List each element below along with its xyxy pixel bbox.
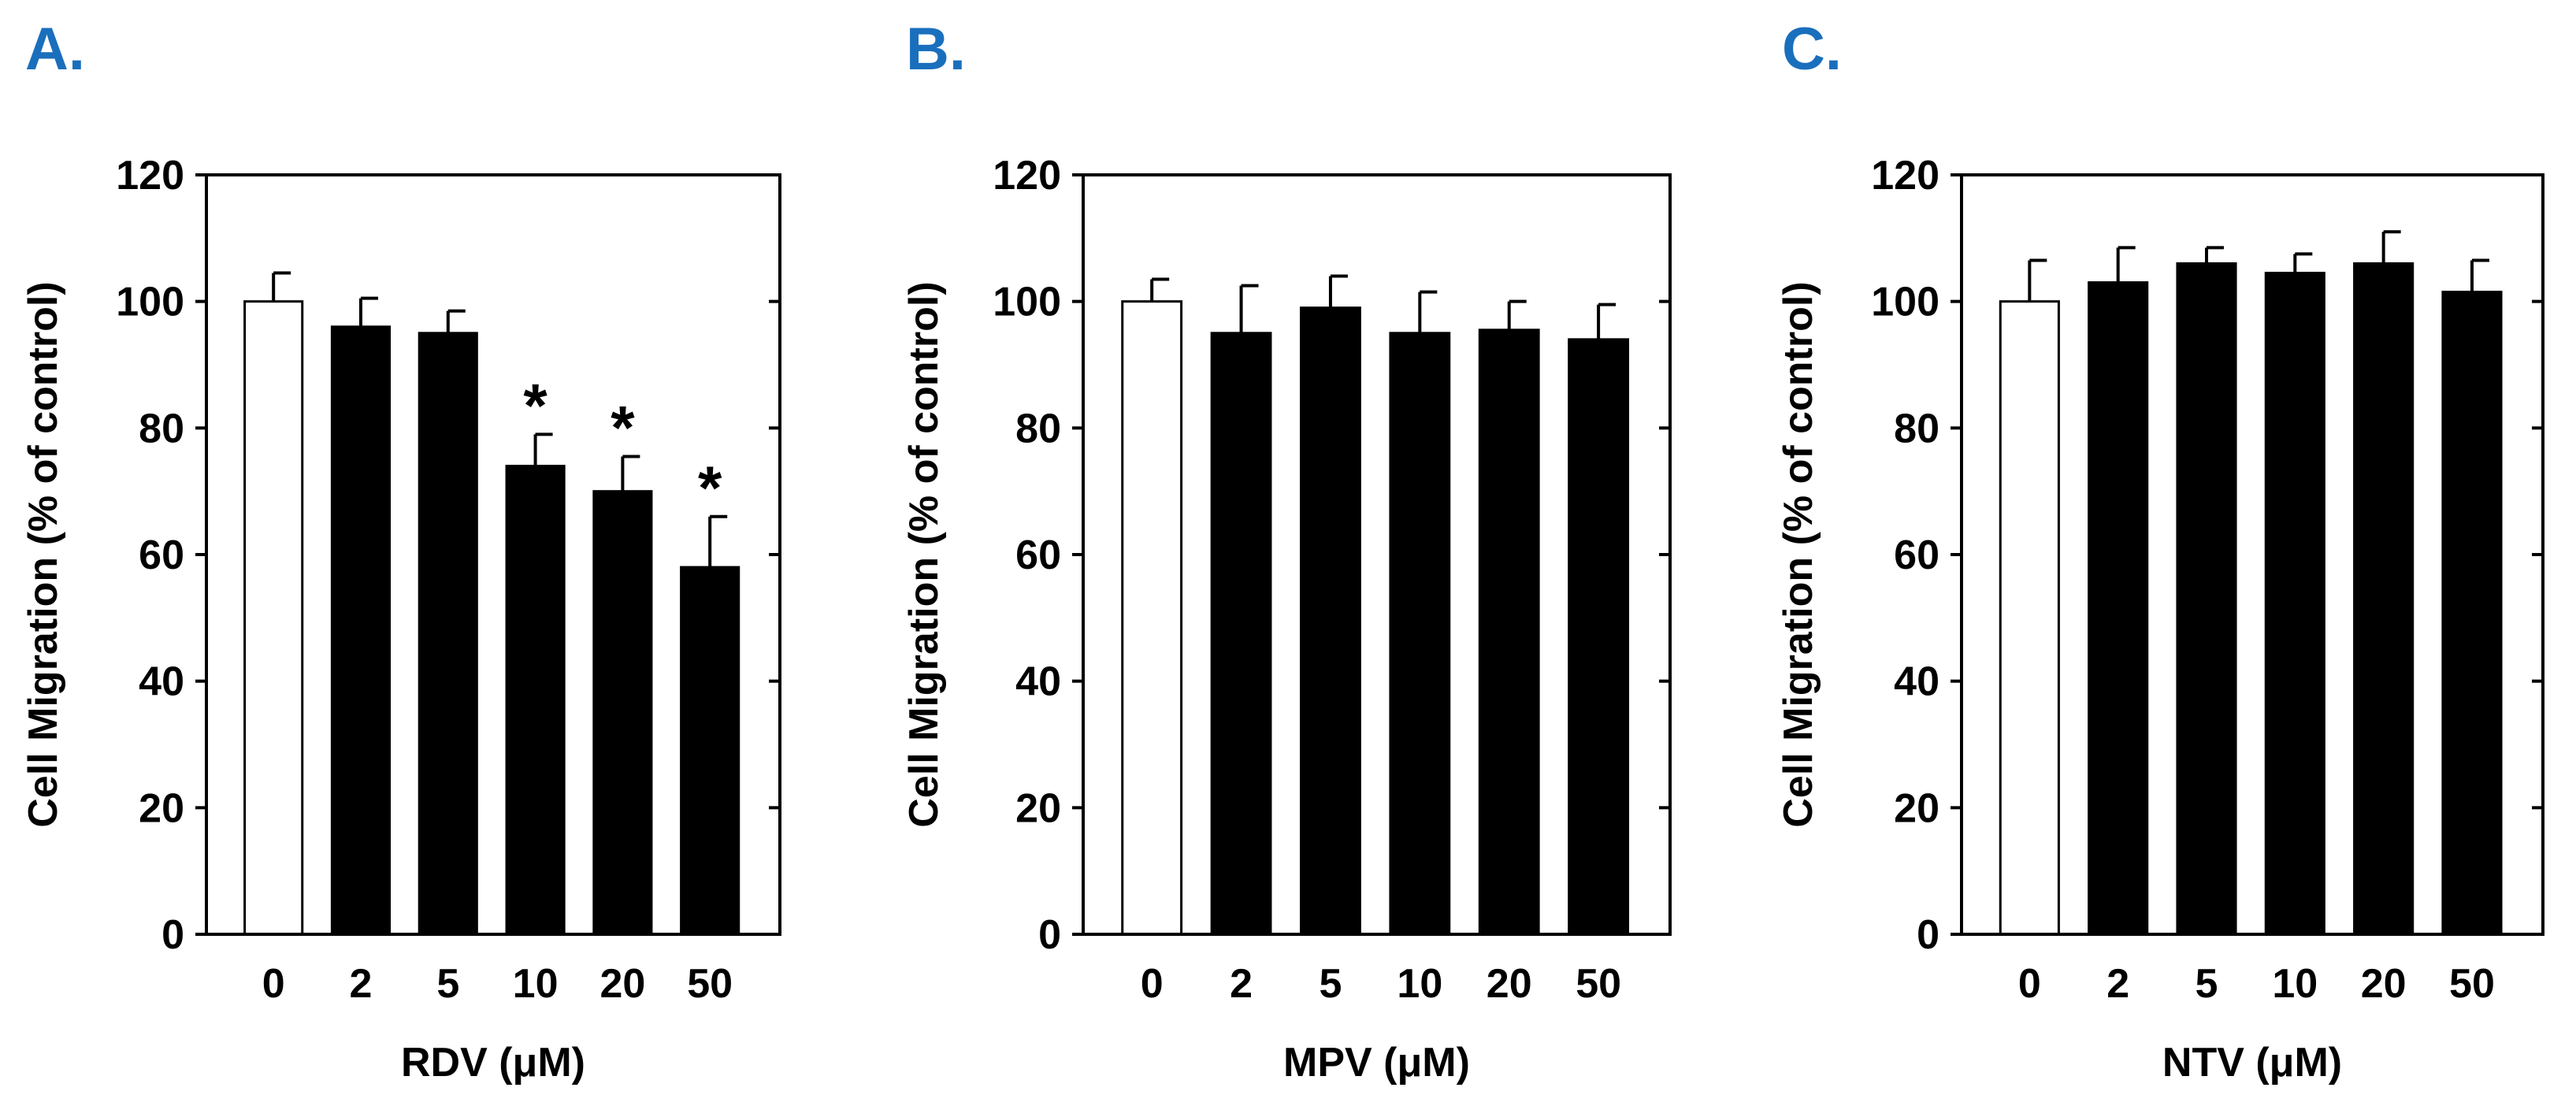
bar xyxy=(1300,306,1361,936)
y-tick-label: 0 xyxy=(161,912,184,958)
bar xyxy=(2088,281,2149,936)
x-tick-label: 2 xyxy=(2106,961,2129,1007)
chart-panel-0: A. 0 2 5 * 10 * 20 * 50 0 20 40 60 80 100 120 RDV (μM) Cel… xyxy=(20,16,781,1086)
bar xyxy=(1478,328,1540,936)
y-axis-title: Cell Migration (% of control) xyxy=(1776,281,1821,827)
y-tick-label: 20 xyxy=(1015,785,1061,831)
y-tick-label: 40 xyxy=(1894,659,1939,705)
x-tick-label: 10 xyxy=(1397,961,1442,1007)
chart-panel-1: B. 0 2 5 10 20 50 0 20 40 60 80 100 120 MPV (μM) Cell M… xyxy=(901,16,1672,1086)
bar xyxy=(2176,262,2237,936)
bar xyxy=(418,332,478,936)
panel-letter: B. xyxy=(906,16,966,83)
y-tick-label: 20 xyxy=(139,785,184,831)
y-tick-label: 100 xyxy=(1871,280,1939,325)
significance-star: * xyxy=(698,453,722,522)
x-axis-title: RDV (μM) xyxy=(401,1040,585,1086)
panel-letter: A. xyxy=(25,16,85,83)
x-tick-label: 5 xyxy=(1319,961,1342,1007)
x-tick-label: 10 xyxy=(513,961,559,1007)
y-tick-label: 120 xyxy=(993,153,1061,199)
y-tick-label: 60 xyxy=(139,533,184,578)
x-tick-label: 0 xyxy=(262,961,285,1007)
y-tick-label: 100 xyxy=(993,280,1061,325)
significance-star: * xyxy=(523,370,547,440)
chart-panel-2: C. 0 2 5 10 20 50 0 20 40 60 80 100 120 NTV (μM) Cell M… xyxy=(1776,16,2544,1086)
x-tick-label: 20 xyxy=(2361,961,2407,1007)
x-tick-label: 20 xyxy=(599,961,645,1007)
x-tick-label: 50 xyxy=(2449,961,2495,1007)
significance-star: * xyxy=(611,392,635,462)
y-tick-label: 0 xyxy=(1038,912,1061,958)
bar xyxy=(2441,291,2503,936)
bar xyxy=(1210,332,1272,936)
x-tick-label: 0 xyxy=(2018,961,2041,1007)
y-tick-label: 20 xyxy=(1894,785,1939,831)
x-axis-title: NTV (μM) xyxy=(2162,1040,2342,1086)
y-tick-label: 100 xyxy=(116,280,184,325)
x-axis-title: MPV (μM) xyxy=(1283,1040,1470,1086)
x-tick-label: 5 xyxy=(436,961,459,1007)
y-axis-title: Cell Migration (% of control) xyxy=(20,281,66,827)
x-tick-label: 2 xyxy=(1230,961,1253,1007)
y-tick-label: 40 xyxy=(139,659,184,705)
x-tick-label: 20 xyxy=(1487,961,1532,1007)
y-axis-title: Cell Migration (% of control) xyxy=(901,281,947,827)
bar xyxy=(243,300,304,936)
x-tick-label: 50 xyxy=(687,961,733,1007)
bar xyxy=(1568,338,1630,936)
bar xyxy=(680,566,741,936)
bar xyxy=(2353,262,2415,936)
panel-letter: C. xyxy=(1782,16,1842,83)
y-tick-label: 80 xyxy=(139,406,184,451)
y-tick-label: 80 xyxy=(1894,406,1939,451)
bar xyxy=(330,325,392,936)
y-tick-label: 120 xyxy=(1871,153,1939,199)
bar xyxy=(505,465,566,936)
x-tick-label: 10 xyxy=(2272,961,2318,1007)
bar xyxy=(1389,332,1451,936)
y-tick-label: 60 xyxy=(1894,533,1939,578)
x-tick-label: 50 xyxy=(1576,961,1621,1007)
x-tick-label: 2 xyxy=(350,961,373,1007)
bar xyxy=(1121,300,1183,936)
y-tick-label: 80 xyxy=(1015,406,1061,451)
bar xyxy=(2264,272,2325,936)
y-tick-label: 40 xyxy=(1015,659,1061,705)
y-tick-label: 120 xyxy=(116,153,184,199)
y-tick-label: 0 xyxy=(1917,912,1939,958)
bar xyxy=(1999,300,2060,936)
y-tick-label: 60 xyxy=(1015,533,1061,578)
x-tick-label: 0 xyxy=(1141,961,1164,1007)
bar xyxy=(592,490,653,936)
x-tick-label: 5 xyxy=(2196,961,2218,1007)
